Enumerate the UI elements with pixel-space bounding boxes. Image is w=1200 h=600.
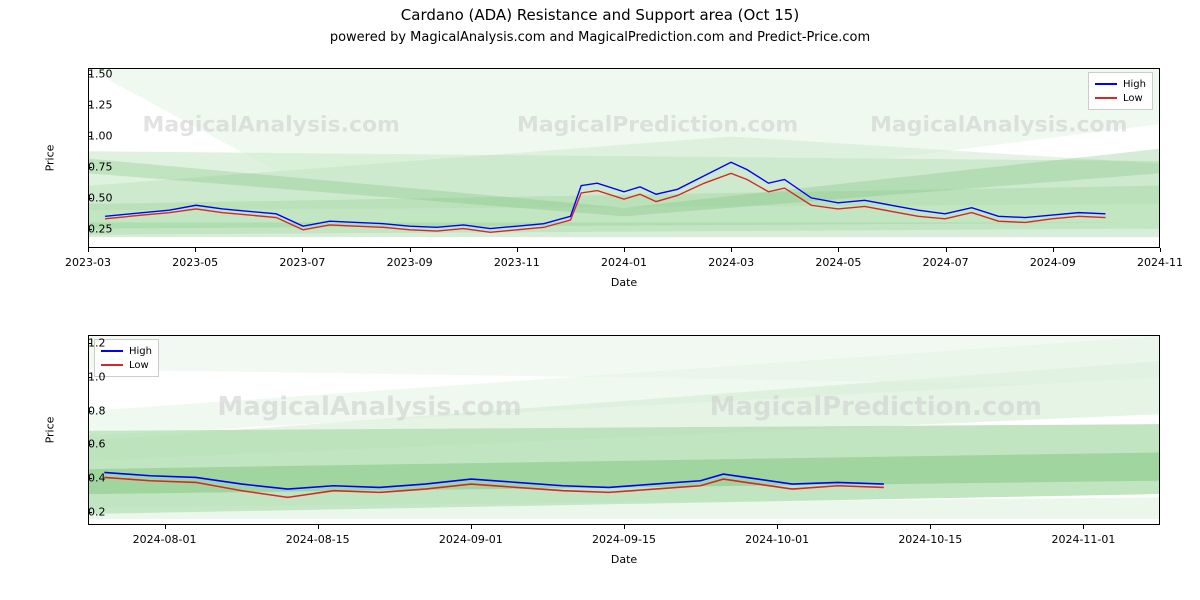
bottom-chart-y-axis-label: Price <box>44 417 57 444</box>
legend-swatch <box>101 350 123 352</box>
legend-label: Low <box>1123 93 1143 104</box>
chart-sub-title: powered by MagicalAnalysis.com and Magic… <box>0 30 1200 45</box>
legend-entry: Low <box>1095 91 1146 105</box>
svg-text:MagicalAnalysis.com: MagicalAnalysis.com <box>143 112 400 137</box>
svg-text:MagicalAnalysis.com: MagicalAnalysis.com <box>870 112 1127 137</box>
top-chart-legend: High Low <box>1088 72 1153 110</box>
legend-entry: High <box>101 344 152 358</box>
legend-label: High <box>1123 79 1146 90</box>
legend-entry: Low <box>101 358 152 372</box>
legend-label: High <box>129 346 152 357</box>
top-chart-plot-area: MagicalAnalysis.com MagicalPrediction.com… <box>88 68 1160 248</box>
legend-label: Low <box>129 360 149 371</box>
bottom-chart-plot-area: MagicalAnalysis.com MagicalPrediction.com <box>88 335 1160 525</box>
svg-text:MagicalPrediction.com: MagicalPrediction.com <box>710 392 1042 422</box>
svg-text:MagicalPrediction.com: MagicalPrediction.com <box>517 112 798 137</box>
svg-text:MagicalAnalysis.com: MagicalAnalysis.com <box>217 392 521 422</box>
top-chart-y-axis-label: Price <box>44 145 57 172</box>
legend-swatch <box>101 364 123 366</box>
chart-main-title: Cardano (ADA) Resistance and Support are… <box>0 6 1200 24</box>
legend-swatch <box>1095 83 1117 85</box>
legend-entry: High <box>1095 77 1146 91</box>
bottom-chart-x-axis-label: Date <box>611 553 637 566</box>
legend-swatch <box>1095 97 1117 99</box>
top-chart-x-axis-label: Date <box>611 276 637 289</box>
